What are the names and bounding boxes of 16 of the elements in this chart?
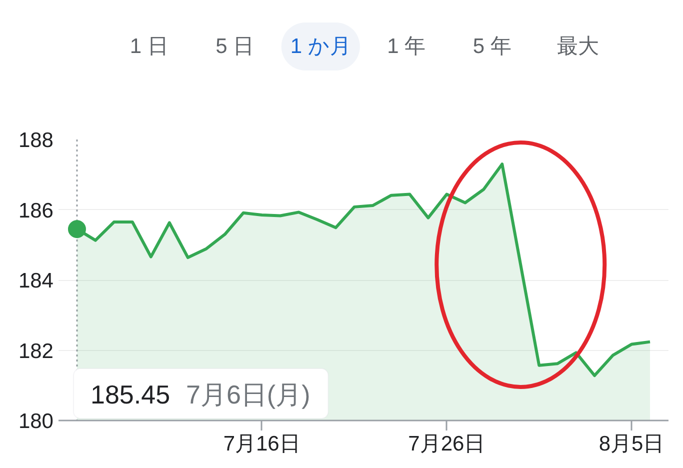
category-label: 1 か月 <box>290 35 351 58</box>
category-label: 5 年 <box>472 35 512 58</box>
annotation: 7月6日(月) <box>186 380 310 410</box>
y-tick-label: 184 <box>18 270 54 292</box>
x-tick-label: 7月26日 <box>408 432 486 456</box>
category-label: 最大 <box>556 35 599 58</box>
annotation: 185.45 <box>90 380 170 410</box>
y-tick-label: 188 <box>18 129 54 152</box>
category-label: 1 年 <box>387 35 426 58</box>
y-tick-label: 186 <box>18 199 54 222</box>
category-label: 1 日 <box>130 35 168 58</box>
y-tick-label: 180 <box>18 410 54 433</box>
x-tick-label: 8月5日 <box>598 432 664 456</box>
x-tick-label: 7月16日 <box>223 432 300 456</box>
category-label: 5 日 <box>216 35 254 58</box>
y-tick-label: 182 <box>18 340 54 363</box>
